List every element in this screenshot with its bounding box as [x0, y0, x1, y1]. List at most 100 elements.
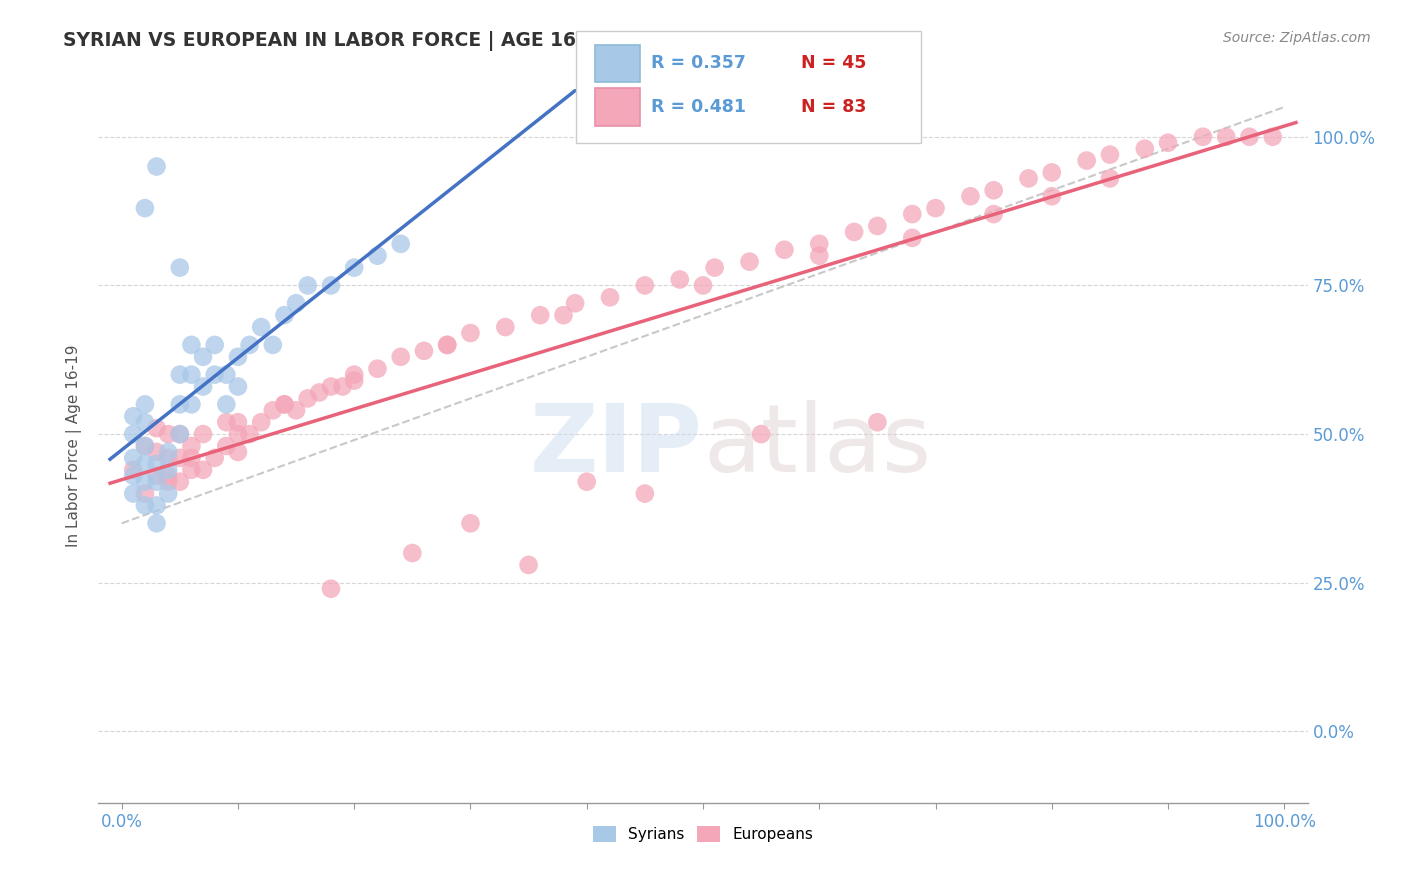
Point [122, 468, 145, 483]
Point [808, 236, 831, 251]
Point [366, 361, 388, 376]
Point [1192, 129, 1215, 144]
Point [285, 296, 308, 310]
Point [1215, 129, 1237, 144]
Point [529, 308, 551, 322]
Point [413, 343, 436, 358]
Point [844, 225, 866, 239]
Point [169, 260, 191, 275]
Text: atlas: atlas [703, 400, 931, 492]
Y-axis label: In Labor Force | Age 16-19: In Labor Force | Age 16-19 [66, 344, 83, 548]
Point [343, 260, 366, 275]
Point [145, 475, 167, 489]
Point [134, 397, 156, 411]
Point [1098, 147, 1121, 161]
Point [983, 183, 1005, 197]
Point [204, 338, 226, 352]
Point [134, 201, 156, 215]
Point [180, 397, 202, 411]
Point [191, 379, 214, 393]
Point [901, 207, 924, 221]
Point [180, 439, 202, 453]
Text: N = 45: N = 45 [801, 54, 866, 72]
Point [169, 368, 191, 382]
Point [273, 308, 295, 322]
Point [1076, 153, 1098, 168]
Point [226, 427, 249, 442]
Point [157, 463, 180, 477]
Point [134, 439, 156, 453]
Point [343, 368, 366, 382]
Point [215, 368, 238, 382]
Point [332, 379, 354, 393]
Point [285, 403, 308, 417]
Point [145, 160, 167, 174]
Point [145, 499, 167, 513]
Point [169, 450, 191, 465]
Point [226, 350, 249, 364]
Point [634, 278, 657, 293]
Point [134, 486, 156, 500]
Point [215, 415, 238, 429]
Point [343, 374, 366, 388]
Point [494, 320, 516, 334]
Point [191, 463, 214, 477]
Text: SYRIAN VS EUROPEAN IN LABOR FORCE | AGE 16-19 CORRELATION CHART: SYRIAN VS EUROPEAN IN LABOR FORCE | AGE … [63, 31, 841, 51]
Point [134, 499, 156, 513]
Point [901, 231, 924, 245]
Point [157, 427, 180, 442]
Point [1261, 129, 1284, 144]
Point [226, 415, 249, 429]
Text: ZIP: ZIP [530, 400, 703, 492]
Point [959, 189, 981, 203]
Point [319, 379, 342, 393]
Point [180, 338, 202, 352]
Point [215, 397, 238, 411]
Point [924, 201, 946, 215]
Point [297, 392, 319, 406]
Point [389, 236, 412, 251]
Text: N = 83: N = 83 [801, 98, 866, 116]
Point [319, 582, 342, 596]
Point [180, 463, 202, 477]
Point [169, 427, 191, 442]
Point [157, 468, 180, 483]
Point [226, 379, 249, 393]
Text: R = 0.357: R = 0.357 [651, 54, 745, 72]
Point [134, 475, 156, 489]
Point [808, 249, 831, 263]
Point [169, 427, 191, 442]
Point [145, 468, 167, 483]
Point [308, 385, 330, 400]
Legend: Syrians, Europeans: Syrians, Europeans [589, 822, 817, 847]
Point [204, 368, 226, 382]
Point [122, 409, 145, 424]
Point [157, 450, 180, 465]
Point [239, 427, 262, 442]
Point [1098, 171, 1121, 186]
Point [134, 415, 156, 429]
Point [1040, 165, 1063, 179]
Point [866, 219, 889, 233]
Point [1157, 136, 1180, 150]
Point [145, 445, 167, 459]
Point [250, 320, 273, 334]
Point [122, 427, 145, 442]
Point [1239, 129, 1261, 144]
Point [389, 350, 412, 364]
Point [226, 445, 249, 459]
Point [749, 427, 772, 442]
Point [319, 278, 342, 293]
Point [169, 397, 191, 411]
Point [191, 350, 214, 364]
Point [1133, 142, 1156, 156]
Point [122, 463, 145, 477]
Point [460, 326, 482, 340]
Point [866, 415, 889, 429]
Point [239, 338, 262, 352]
Point [460, 516, 482, 531]
Point [262, 338, 284, 352]
Point [773, 243, 796, 257]
Point [983, 207, 1005, 221]
Point [668, 272, 690, 286]
